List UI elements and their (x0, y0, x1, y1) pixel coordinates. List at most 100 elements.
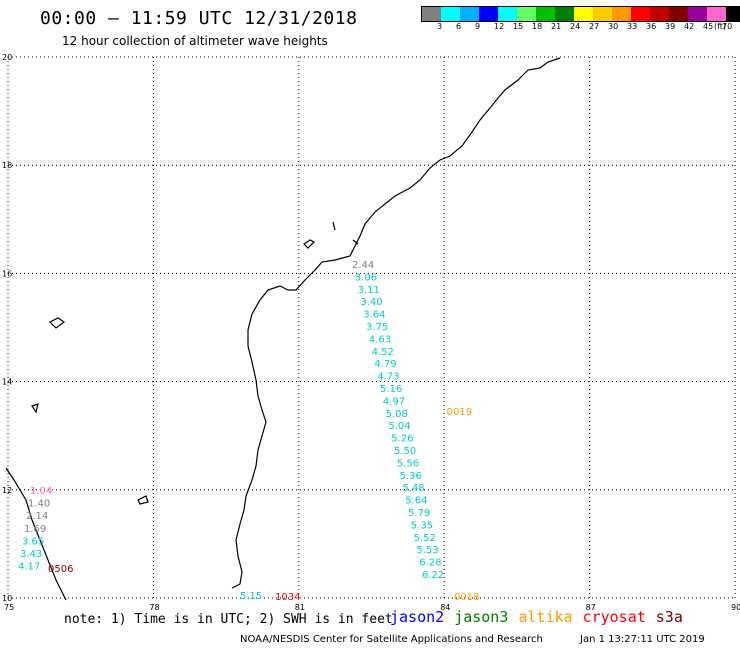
colorbar-swatch (612, 7, 631, 21)
colorbar-swatch (498, 7, 517, 21)
colorbar-swatch (422, 7, 441, 21)
lat-tick-label: 10 (2, 594, 12, 603)
wave-height-value: 3.40 (360, 297, 382, 308)
wave-height-value: 5.26 (391, 434, 413, 445)
wave-height-value: 4.17 (18, 562, 40, 573)
colorbar-label: 9 (475, 22, 481, 31)
colorbar-label: 24 (570, 22, 581, 31)
colorbar-label: 70 (722, 22, 733, 31)
lat-tick-label: 14 (2, 378, 12, 387)
colorbar-label: 3 (437, 22, 443, 31)
wave-height-value: 4.52 (372, 347, 394, 358)
wave-height-value: 5.50 (394, 446, 416, 457)
colorbar-label: 21 (551, 22, 562, 31)
wave-height-value: 4.73 (377, 372, 399, 383)
satellite-legend-item: altika (518, 608, 573, 626)
colorbar-swatch (631, 7, 650, 21)
colorbar-swatch (555, 7, 574, 21)
lat-tick-label: 12 (2, 486, 12, 495)
colorbar-label: 12 (494, 22, 505, 31)
map-title: 00:00 – 11:59 UTC 12/31/2018 (40, 8, 358, 29)
colorbar-swatch (593, 7, 612, 21)
lon-tick-label: 75 (4, 603, 14, 612)
colorbar-label: 42 (684, 22, 695, 31)
track-time-label: 0018 (454, 592, 479, 603)
colorbar-swatch (688, 7, 707, 21)
wave-height-value: 4.97 (383, 396, 405, 407)
lat-tick-label: 18 (2, 161, 12, 170)
wave-height-value: 5.35 (411, 520, 433, 531)
colorbar-swatch (669, 7, 688, 21)
colorbar-label: 36 (646, 22, 657, 31)
colorbar-swatch (536, 7, 555, 21)
wave-height-value: 3.11 (358, 285, 380, 296)
colorbar-swatch (707, 7, 726, 21)
lon-tick-label: 90 (731, 603, 740, 612)
colorbar-swatch (517, 7, 536, 21)
island-c (31, 403, 39, 414)
colorbar-unit: (ft) (714, 22, 727, 31)
colorbar-swatch (460, 7, 479, 21)
island-d (137, 495, 149, 505)
satellite-legend-item: cryosat (582, 608, 646, 626)
colorbar-swatch (441, 7, 460, 21)
wave-height-value: 1.04 (30, 486, 52, 497)
wave-height-value: 3.06 (355, 272, 377, 283)
wave-height-value: 5.08 (386, 409, 408, 420)
footer-note: note: 1) Time is in UTC; 2) SWH is in fe… (64, 612, 393, 627)
wave-height-value: 4.63 (369, 334, 391, 345)
colorbar-label: 18 (532, 22, 543, 31)
lon-tick-label: 81 (295, 603, 305, 612)
wave-height-value: 1.69 (24, 524, 46, 535)
lon-tick-label: 78 (149, 603, 159, 612)
wave-height-value: 6.22 (422, 570, 444, 581)
satellite-legend: jason2 jason3 altika cryosat s3a (390, 608, 693, 626)
colorbar-swatch (479, 7, 498, 21)
footer-credit: NOAA/NESDIS Center for Satellite Applica… (240, 634, 543, 645)
wave-height-value: 5.36 (400, 471, 422, 482)
wave-height-value: 5.79 (408, 508, 430, 519)
map-subtitle: 12 hour collection of altimeter wave hei… (62, 34, 328, 48)
island-e (332, 221, 336, 231)
coastline-west (5, 467, 67, 601)
colorbar-label: 33 (627, 22, 638, 31)
wave-height-value: 5.64 (405, 496, 427, 507)
wave-height-value: 2.44 (352, 260, 374, 271)
wave-height-value: 3.64 (363, 310, 385, 321)
wave-height-value: 2.14 (26, 511, 48, 522)
altimeter-tracks: 2.443.06 3.113.40 3.643.754.63 4.524.79 4.73… (18, 260, 479, 603)
wave-height-value: 3.43 (20, 549, 42, 560)
colorbar-swatch (574, 7, 593, 21)
wave-height-value: 3.65 (22, 536, 44, 547)
footer-timestamp: Jan 1 13:27:11 UTC 2019 (580, 634, 705, 645)
wave-height-value: 6.28 (419, 558, 441, 569)
lon-tick-label: 84 (440, 603, 450, 612)
wave-height-value: 5.53 (416, 545, 438, 556)
lon-tick-label: 87 (586, 603, 596, 612)
coastline (5, 57, 561, 601)
track-time-label: 0019 (447, 407, 472, 418)
satellite-legend-item: jason2 (390, 608, 445, 626)
coastline-main (231, 57, 561, 589)
colorbar-label: 39 (665, 22, 676, 31)
wave-height-value: 5.56 (397, 458, 419, 469)
colorbar-swatch (726, 7, 740, 21)
colorbar-swatch (650, 7, 669, 21)
wave-height-value: 1.40 (28, 499, 50, 510)
wave-height-value: 5.15 (240, 591, 262, 602)
satellite-legend-item: jason3 (454, 608, 509, 626)
wave-height-value: 5.16 (380, 384, 402, 395)
island-a (303, 239, 316, 249)
track-time-label: 0506 (48, 564, 73, 575)
wave-height-value: 3.75 (366, 322, 388, 333)
wave-height-value: 5.48 (402, 483, 424, 494)
island-b (48, 317, 66, 329)
colorbar-label: 15 (513, 22, 524, 31)
colorbar-label: 6 (456, 22, 462, 31)
colorbar-tick-labels: 3 6 9 12 15 18 21 24 27 30 33 36 39 42 45 70 (421, 22, 740, 34)
satellite-legend-item: s3a (655, 608, 683, 626)
wave-height-value: 4.79 (374, 359, 396, 370)
wave-height-colorbar (421, 6, 740, 22)
lat-tick-label: 20 (2, 53, 12, 62)
